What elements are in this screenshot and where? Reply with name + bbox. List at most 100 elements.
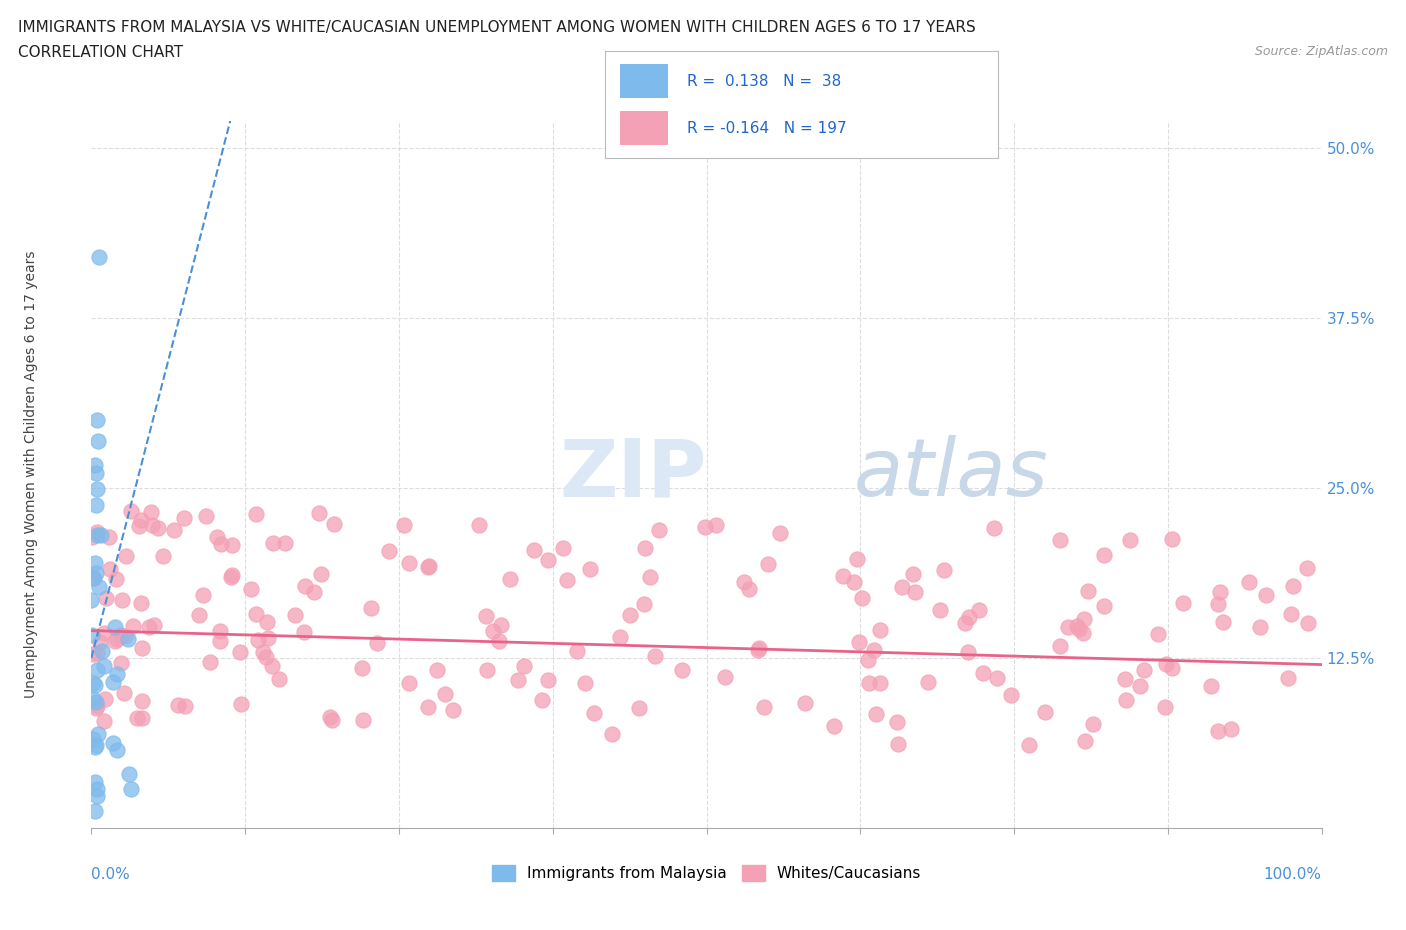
Text: Unemployment Among Women with Children Ages 6 to 17 years: Unemployment Among Women with Children A… xyxy=(24,250,38,698)
Point xyxy=(1212,615,1234,630)
Point xyxy=(246,632,269,647)
Point xyxy=(245,507,267,522)
Text: IMMIGRANTS FROM MALAYSIA VS WHITE/CAUCASIAN UNEMPLOYMENT AMONG WOMEN WITH CHILDR: IMMIGRANTS FROM MALAYSIA VS WHITE/CAUCAS… xyxy=(18,20,976,35)
Point xyxy=(1220,722,1243,737)
Point xyxy=(904,585,927,600)
Point xyxy=(648,523,671,538)
Point xyxy=(93,713,115,728)
Point xyxy=(94,691,117,706)
Text: Source: ZipAtlas.com: Source: ZipAtlas.com xyxy=(1254,45,1388,58)
Point xyxy=(260,658,283,673)
Point xyxy=(488,634,510,649)
Point xyxy=(1199,678,1222,693)
Point xyxy=(111,592,134,607)
Point xyxy=(748,641,770,656)
Point xyxy=(917,674,939,689)
Point xyxy=(633,596,655,611)
Point xyxy=(489,618,512,632)
Point xyxy=(1277,671,1299,685)
Point xyxy=(1206,724,1229,738)
Point xyxy=(142,618,165,633)
Point xyxy=(240,581,263,596)
Point xyxy=(117,631,139,646)
Point xyxy=(366,635,388,650)
Point xyxy=(891,579,914,594)
Point xyxy=(523,542,546,557)
FancyBboxPatch shape xyxy=(620,64,668,99)
Point xyxy=(1115,693,1137,708)
Point xyxy=(531,692,554,707)
Point xyxy=(86,646,108,661)
Point xyxy=(83,571,105,586)
Point xyxy=(967,603,990,618)
Point xyxy=(1081,716,1104,731)
Point xyxy=(152,549,174,564)
Point xyxy=(953,616,976,631)
Legend: Immigrants from Malaysia, Whites/Caucasians: Immigrants from Malaysia, Whites/Caucasi… xyxy=(485,859,928,887)
Point xyxy=(118,766,141,781)
Point xyxy=(82,570,104,585)
Point xyxy=(418,699,440,714)
Point xyxy=(188,608,211,623)
Point xyxy=(174,698,197,713)
Text: 0.0%: 0.0% xyxy=(91,867,131,882)
Point xyxy=(87,579,110,594)
Point xyxy=(86,482,108,497)
Point xyxy=(583,705,606,720)
Point xyxy=(1119,533,1142,548)
Point xyxy=(1092,599,1115,614)
Point xyxy=(104,633,127,648)
Point xyxy=(86,466,108,481)
Point xyxy=(1077,583,1099,598)
Point xyxy=(229,697,252,711)
Text: 100.0%: 100.0% xyxy=(1264,867,1322,882)
Point xyxy=(195,509,218,524)
Point xyxy=(98,562,121,577)
Point xyxy=(103,620,125,635)
Point xyxy=(257,631,280,645)
Point xyxy=(398,675,420,690)
Point xyxy=(131,711,153,725)
Point xyxy=(254,649,277,664)
Point xyxy=(609,630,631,644)
Point xyxy=(350,660,373,675)
Point xyxy=(475,608,498,623)
Point xyxy=(321,712,343,727)
Point xyxy=(80,530,103,545)
Point xyxy=(1129,679,1152,694)
Point xyxy=(209,633,232,648)
Point xyxy=(886,737,908,751)
Point xyxy=(934,563,956,578)
Point xyxy=(86,789,108,804)
Point xyxy=(138,619,160,634)
Point xyxy=(418,559,440,574)
Point xyxy=(86,662,108,677)
Point xyxy=(793,696,815,711)
Point xyxy=(567,644,589,658)
Point xyxy=(84,737,107,752)
Point xyxy=(110,628,132,643)
Point xyxy=(114,629,136,644)
Point xyxy=(537,672,560,687)
Point xyxy=(512,658,534,673)
Point xyxy=(756,556,779,571)
Text: R =  0.138   N =  38: R = 0.138 N = 38 xyxy=(688,73,842,88)
Point xyxy=(957,610,980,625)
Point xyxy=(84,775,107,790)
Point xyxy=(98,529,121,544)
Point xyxy=(1206,596,1229,611)
Point xyxy=(93,626,115,641)
Point xyxy=(956,645,979,660)
Point xyxy=(274,536,297,551)
Point xyxy=(475,662,498,677)
Point xyxy=(352,712,374,727)
Point xyxy=(1049,639,1071,654)
Point xyxy=(441,702,464,717)
Point xyxy=(752,699,775,714)
Point xyxy=(173,511,195,525)
Point xyxy=(86,525,108,539)
Point xyxy=(1066,618,1088,633)
Point xyxy=(94,591,117,605)
Point xyxy=(141,518,163,533)
Point xyxy=(193,587,215,602)
